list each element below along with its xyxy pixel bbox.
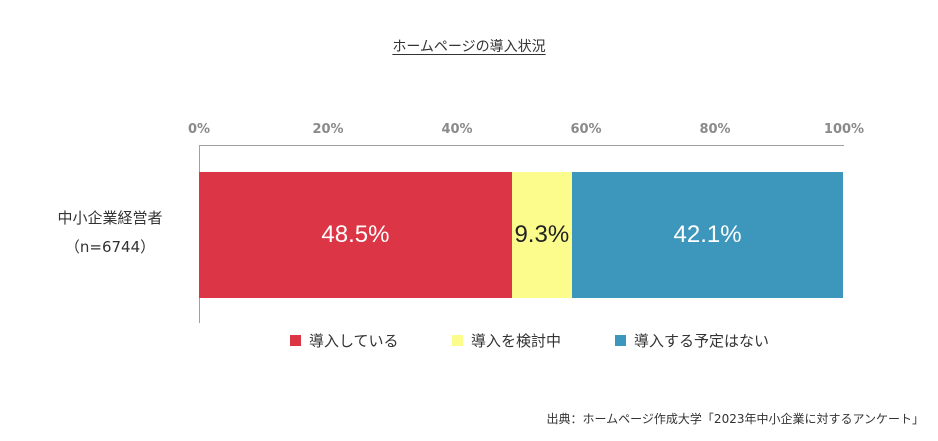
legend-label: 導入する予定はない: [634, 332, 770, 350]
legend-item: 導入する予定はない: [615, 330, 769, 351]
legend-swatch: [615, 335, 626, 346]
data-label: 48.5%: [321, 221, 390, 248]
data-label: 42.1%: [673, 221, 742, 248]
legend-swatch: [452, 335, 463, 346]
x-axis-line: [199, 145, 844, 146]
legend-label: 導入している: [309, 332, 399, 350]
x-tick-label: 0%: [187, 122, 211, 137]
category-sample-size: （n=6744）: [64, 238, 156, 256]
x-tick-label: 20%: [312, 122, 344, 137]
legend-item: 導入を検討中: [452, 330, 561, 351]
chart-title: ホームページの導入状況: [392, 39, 546, 55]
legend-swatch: [290, 335, 301, 346]
legend-label: 導入を検討中: [471, 332, 562, 350]
bar-segment-2: 9.3%: [511, 172, 572, 298]
x-tick-label: 80%: [699, 122, 731, 137]
x-tick-label: 40%: [441, 122, 473, 137]
x-tick-label: 100%: [823, 122, 865, 137]
bar-segment-1: 48.5%: [199, 172, 512, 298]
legend: 導入している 導入を検討中 導入する予定はない: [0, 330, 938, 350]
data-label: 9.3%: [514, 221, 570, 248]
bar-segment-3: 42.1%: [571, 172, 844, 298]
legend-item: 導入している: [290, 330, 399, 351]
x-tick-label: 60%: [570, 122, 602, 137]
source-note: 出典：ホームページ作成大学「2023年中小企業に対するアンケート」: [546, 412, 924, 426]
category-label: 中小企業経営者: [57, 209, 163, 227]
